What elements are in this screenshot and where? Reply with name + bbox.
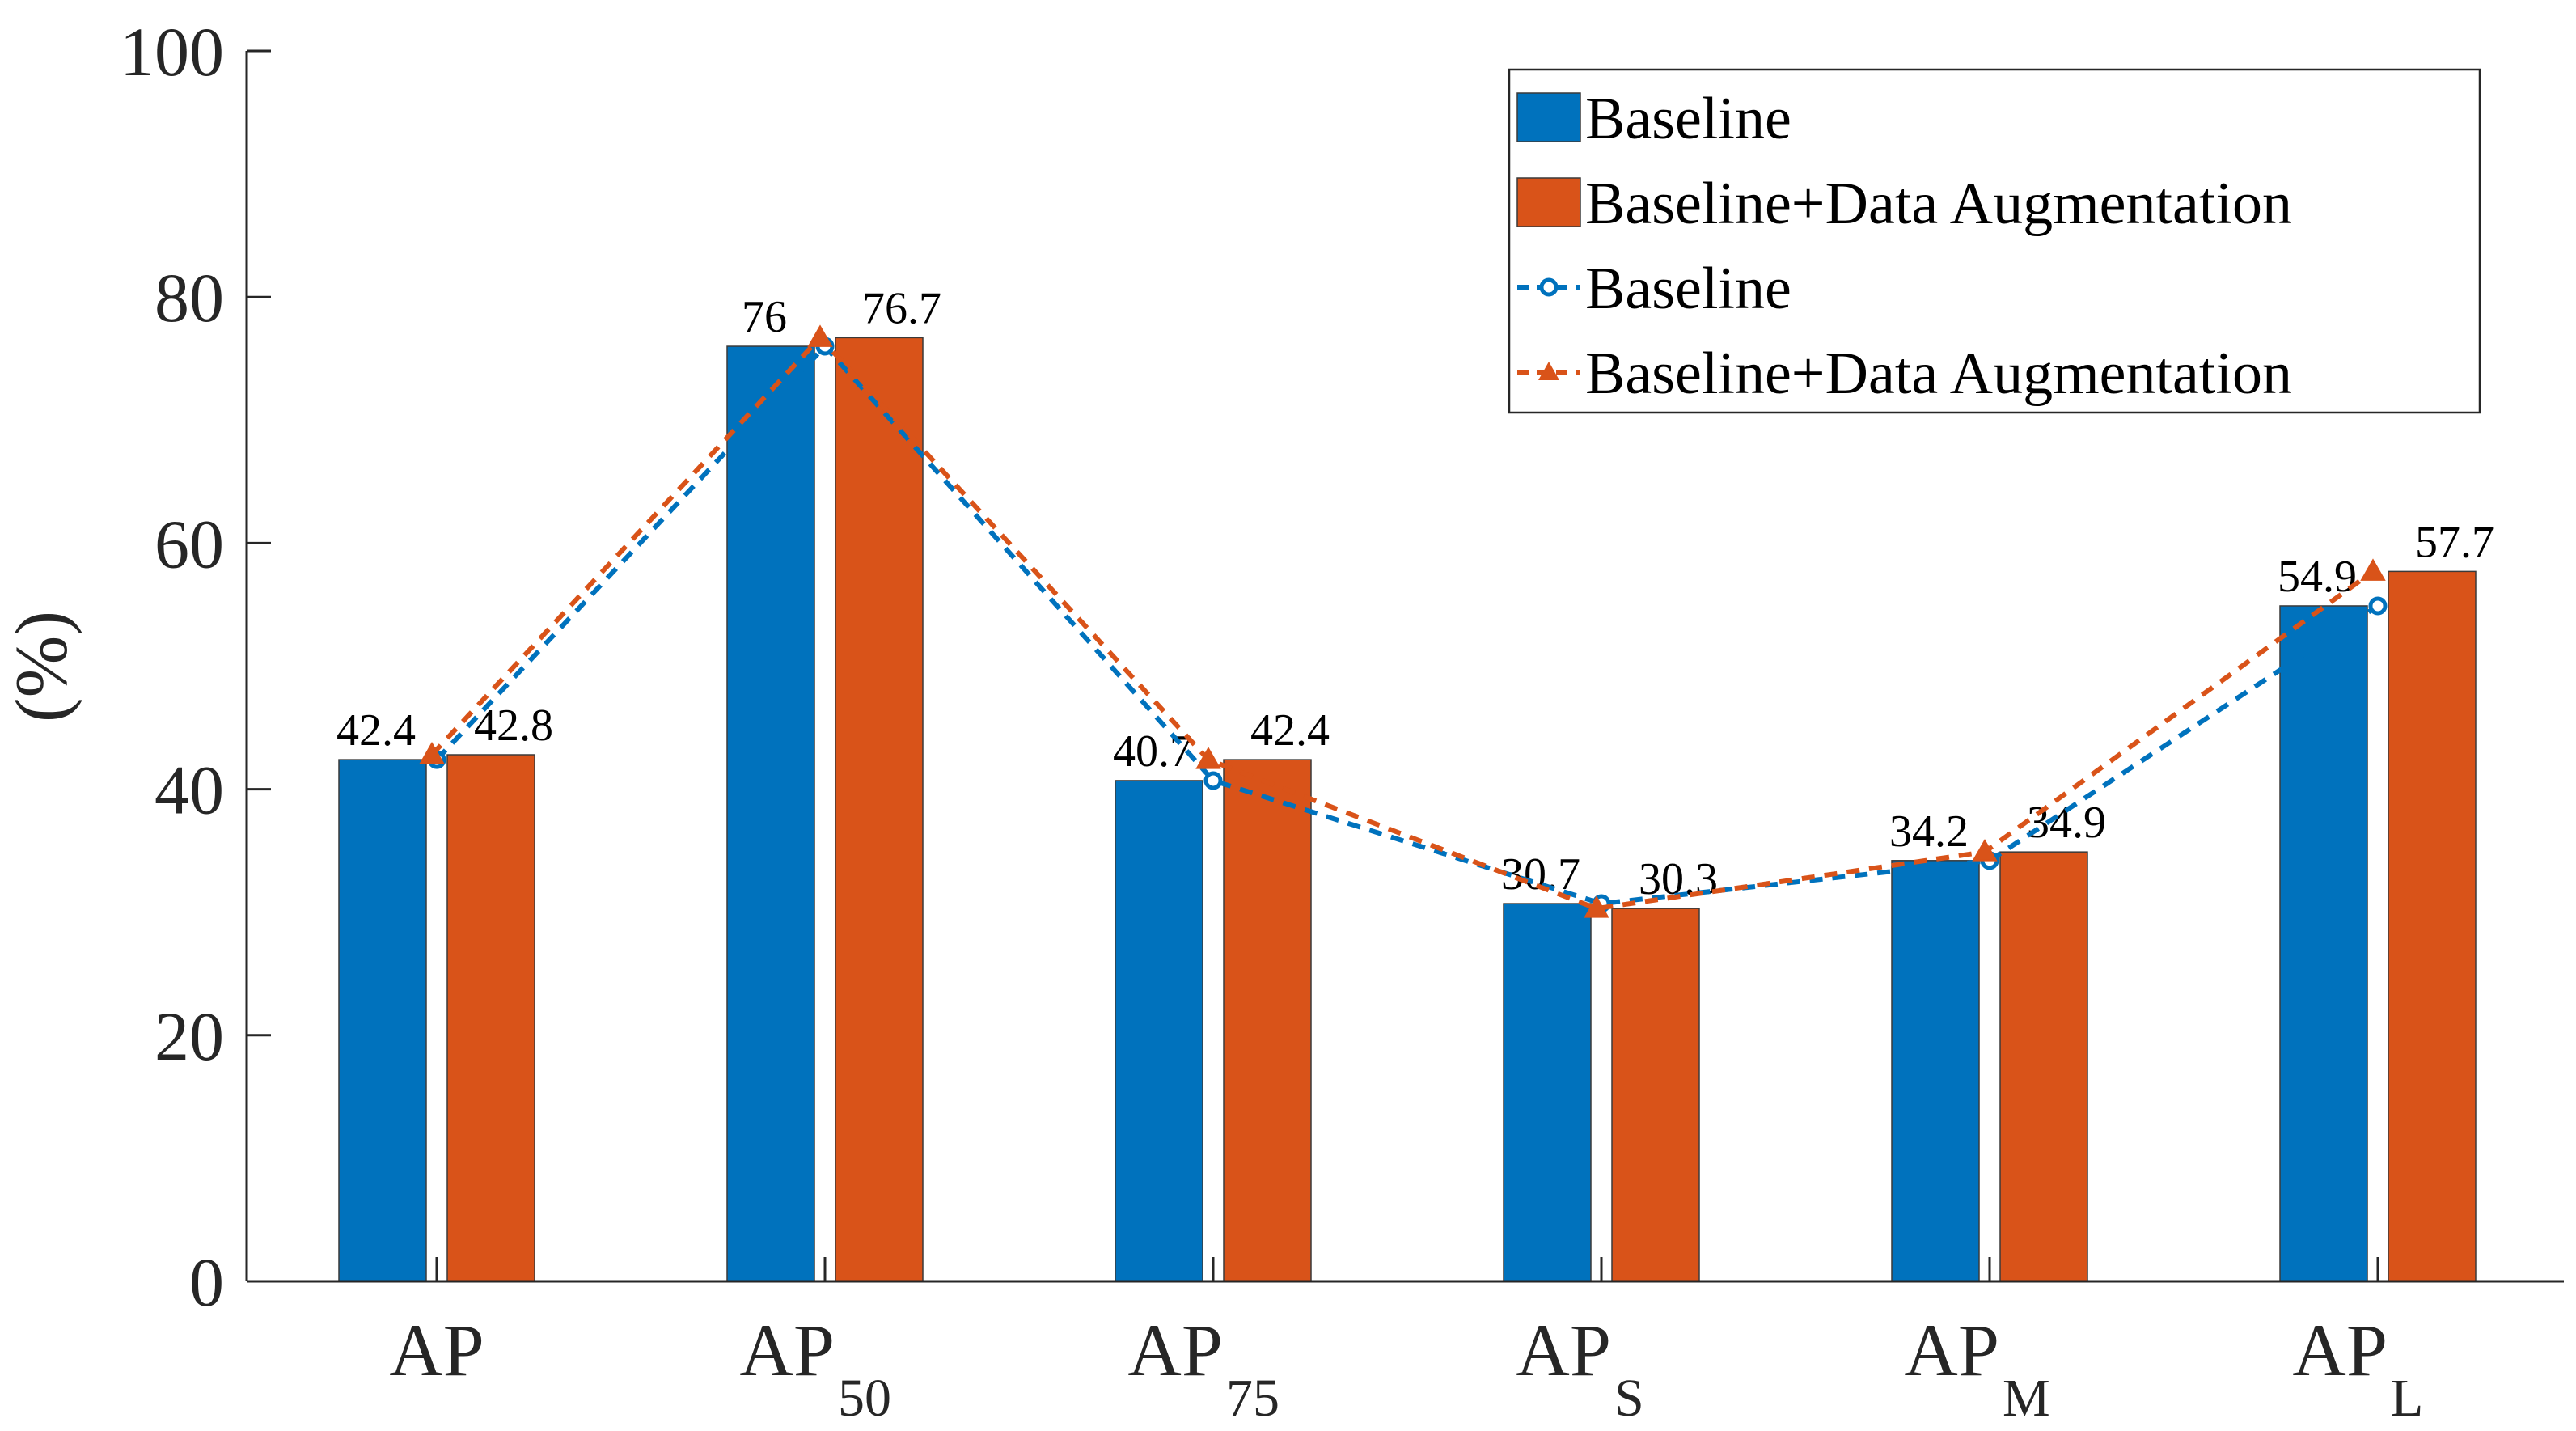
marker-augmented-5 (2360, 558, 2386, 581)
legend-box (1508, 68, 2481, 414)
x-tick-label-2: AP (1127, 1309, 1223, 1391)
marker-augmented-4 (1972, 839, 1998, 862)
x-tick-subscript-1: 50 (838, 1369, 891, 1428)
legend-label-0: Baseline (1585, 86, 1791, 152)
y-tick-label-100: 100 (120, 13, 224, 91)
bar-baseline-1 (726, 345, 815, 1282)
y-tick-label-80: 80 (154, 259, 224, 337)
bar-baseline-0 (338, 759, 427, 1282)
legend-marker-2 (1539, 277, 1559, 297)
data-label-baseline-5: 54.9 (2278, 552, 2357, 602)
data-label-augmented-4: 34.9 (2027, 798, 2106, 848)
x-tick-subscript-3: S (1614, 1369, 1644, 1428)
bar-augmented-2 (1223, 759, 1312, 1282)
y-tick-label-40: 40 (154, 751, 224, 829)
lines-layer (419, 324, 2388, 918)
legend-label-1: Baseline+Data Augmentation (1585, 171, 2292, 237)
legend: Baseline Baseline+Data Augmentation Baseli… (1508, 68, 2481, 414)
x-tick-subscript-5: L (2391, 1369, 2423, 1428)
y-tick-label-20: 20 (154, 997, 224, 1075)
legend-marker-3 (1538, 362, 1559, 380)
x-tick-subscript-2: 75 (1226, 1369, 1280, 1428)
marker-augmented-1 (807, 324, 833, 347)
marker-baseline-5 (2368, 596, 2388, 616)
data-label-augmented-1: 76.7 (862, 283, 941, 333)
y-axis-label: (%) (0, 611, 82, 722)
line-baseline (434, 342, 2379, 907)
bar-augmented-4 (1999, 851, 2088, 1282)
data-label-baseline-1: 76 (742, 292, 787, 342)
legend-swatch-1 (1516, 177, 1581, 227)
data-label-baseline-4: 34.2 (1889, 807, 1969, 857)
marker-augmented-3 (1584, 895, 1609, 918)
bar-augmented-1 (835, 337, 924, 1282)
bar-augmented-0 (446, 754, 535, 1282)
y-tick-label-0: 0 (189, 1243, 224, 1321)
bar-baseline-5 (2279, 605, 2368, 1282)
x-tick-label-5: AP (2292, 1309, 2388, 1391)
legend-label-2: Baseline (1585, 256, 1791, 322)
marker-augmented-2 (1195, 747, 1221, 769)
bar-baseline-2 (1115, 780, 1203, 1282)
bar-augmented-3 (1611, 908, 1700, 1282)
data-label-augmented-2: 42.4 (1250, 705, 1330, 756)
bar-augmented-5 (2388, 570, 2477, 1282)
bars-layer (338, 337, 2477, 1282)
data-label-baseline-2: 40.7 (1113, 726, 1192, 777)
y-tick-label-60: 60 (154, 505, 224, 582)
y-ticks-layer: 0 20 40 60 80 100 (120, 13, 271, 1321)
x-tick-label-3: AP (1516, 1309, 1611, 1391)
axes-layer (245, 51, 2564, 1283)
legend-swatch-0 (1516, 92, 1581, 142)
bar-baseline-4 (1891, 860, 1980, 1282)
legend-label-3: Baseline+Data Augmentation (1585, 341, 2292, 407)
x-tick-label-4: AP (1904, 1309, 1999, 1391)
x-tick-label-1: AP (739, 1309, 835, 1391)
x-tick-label-0: AP (389, 1309, 484, 1391)
data-label-augmented-5: 57.7 (2415, 517, 2494, 567)
marker-baseline-2 (1203, 771, 1223, 790)
marker-augmented-0 (419, 741, 445, 764)
x-tick-subscript-4: M (2003, 1369, 2050, 1428)
data-label-baseline-0: 42.4 (336, 705, 416, 756)
bar-baseline-3 (1503, 903, 1592, 1282)
